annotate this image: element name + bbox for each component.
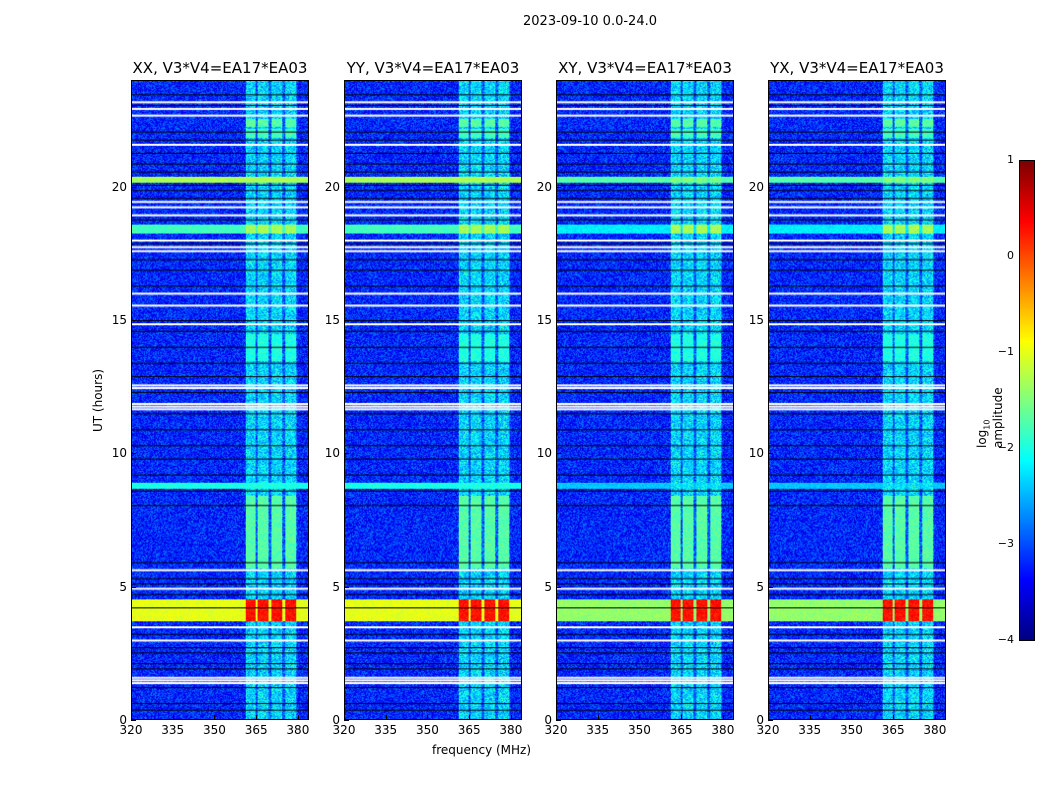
- x-tick-label: 365: [457, 723, 481, 737]
- y-tick-mark: [768, 320, 773, 321]
- y-tick-label: 0: [756, 713, 764, 727]
- x-tick-mark: [469, 715, 471, 720]
- x-tick-label: 320: [332, 723, 356, 737]
- y-tick-mark: [556, 720, 561, 721]
- y-tick-label: 0: [544, 713, 552, 727]
- x-tick-mark: [556, 715, 557, 720]
- x-tick-label: 365: [669, 723, 693, 737]
- y-tick-mark: [768, 186, 773, 188]
- y-tick-label: 5: [756, 579, 764, 594]
- y-tick-mark: [768, 720, 773, 721]
- y-tick-mark: [131, 320, 136, 321]
- x-tick-mark: [722, 715, 724, 720]
- colorbar-tick-label: −1: [997, 345, 1014, 358]
- colorbar-tick-label: 1: [1007, 153, 1014, 166]
- x-tick-label: 365: [881, 723, 905, 737]
- x-tick-mark: [385, 715, 387, 720]
- colorbar-tick-label: −2: [997, 441, 1014, 454]
- x-tick-label: 380: [499, 723, 523, 737]
- y-tick-label: 15: [748, 313, 764, 327]
- x-tick-label: 335: [586, 723, 610, 737]
- x-tick-label: 350: [415, 723, 439, 737]
- y-tick-mark: [344, 186, 349, 188]
- x-tick-label: 350: [202, 723, 226, 737]
- y-tick-label: 20: [111, 179, 127, 194]
- x-tick-mark: [427, 715, 429, 720]
- y-tick-label: 0: [332, 713, 340, 727]
- x-tick-label: 350: [627, 723, 651, 737]
- x-tick-mark: [851, 715, 853, 720]
- y-tick-mark: [768, 453, 773, 455]
- x-tick-mark: [893, 715, 895, 720]
- x-tick-label: 335: [374, 723, 398, 737]
- x-tick-label: 320: [119, 723, 143, 737]
- x-tick-mark: [597, 715, 599, 720]
- x-axis-label: frequency (MHz): [432, 743, 532, 757]
- heatmap-xx: [131, 80, 309, 720]
- x-tick-mark: [934, 715, 936, 720]
- colorbar-label: log10 amplitude: [975, 387, 1006, 448]
- y-tick-label: 10: [111, 446, 127, 461]
- panel-title-yy: YY, V3*V4=EA17*EA03: [346, 59, 520, 77]
- y-tick-label: 15: [324, 313, 340, 327]
- x-tick-label: 350: [839, 723, 863, 737]
- x-tick-mark: [172, 715, 174, 720]
- x-tick-label: 335: [798, 723, 822, 737]
- colorbar-tick-label: −4: [997, 633, 1014, 646]
- y-axis-label: UT (hours): [91, 368, 105, 432]
- y-tick-mark: [344, 453, 349, 455]
- y-tick-mark: [131, 586, 136, 588]
- colorbar-tick-label: −3: [997, 537, 1014, 550]
- x-tick-label: 320: [756, 723, 780, 737]
- x-tick-label: 380: [711, 723, 735, 737]
- y-tick-label: 15: [111, 313, 127, 327]
- x-tick-label: 365: [244, 723, 268, 737]
- y-tick-label: 5: [332, 579, 340, 594]
- y-tick-label: 20: [748, 179, 764, 194]
- y-tick-mark: [768, 586, 773, 588]
- x-tick-label: 380: [286, 723, 310, 737]
- x-tick-label: 380: [923, 723, 947, 737]
- x-tick-mark: [297, 715, 299, 720]
- y-tick-label: 5: [544, 579, 552, 594]
- heatmap-yx: [768, 80, 946, 720]
- x-tick-mark: [344, 715, 345, 720]
- x-tick-mark: [131, 715, 132, 720]
- x-tick-mark: [681, 715, 683, 720]
- y-tick-mark: [344, 720, 349, 721]
- y-tick-label: 20: [324, 179, 340, 194]
- y-tick-label: 10: [748, 446, 764, 461]
- y-tick-label: 0: [119, 713, 127, 727]
- x-tick-mark: [639, 715, 641, 720]
- y-tick-mark: [556, 320, 561, 321]
- x-tick-mark: [768, 715, 769, 720]
- x-tick-mark: [214, 715, 216, 720]
- y-tick-label: 20: [536, 179, 552, 194]
- heatmap-yy: [344, 80, 522, 720]
- y-tick-mark: [344, 320, 349, 321]
- x-tick-mark: [510, 715, 512, 720]
- panel-title-xx: XX, V3*V4=EA17*EA03: [132, 59, 308, 77]
- y-tick-label: 15: [536, 313, 552, 327]
- y-tick-mark: [556, 453, 561, 455]
- panel-title-xy: XY, V3*V4=EA17*EA03: [558, 59, 732, 77]
- x-tick-mark: [256, 715, 258, 720]
- y-tick-mark: [344, 586, 349, 588]
- panel-title-yx: YX, V3*V4=EA17*EA03: [770, 59, 944, 77]
- y-tick-mark: [131, 720, 136, 721]
- colorbar: [1019, 160, 1035, 641]
- y-tick-mark: [131, 453, 136, 455]
- y-tick-label: 10: [324, 446, 340, 461]
- colorbar-tick-label: 0: [1007, 249, 1014, 262]
- x-tick-label: 335: [161, 723, 185, 737]
- figure-title: 2023-09-10 0.0-24.0: [523, 14, 657, 29]
- x-tick-label: 320: [544, 723, 568, 737]
- y-tick-mark: [131, 186, 136, 188]
- x-tick-mark: [809, 715, 811, 720]
- heatmap-xy: [556, 80, 734, 720]
- y-tick-label: 5: [119, 579, 127, 594]
- y-tick-mark: [556, 586, 561, 588]
- y-tick-mark: [556, 186, 561, 188]
- y-tick-label: 10: [536, 446, 552, 461]
